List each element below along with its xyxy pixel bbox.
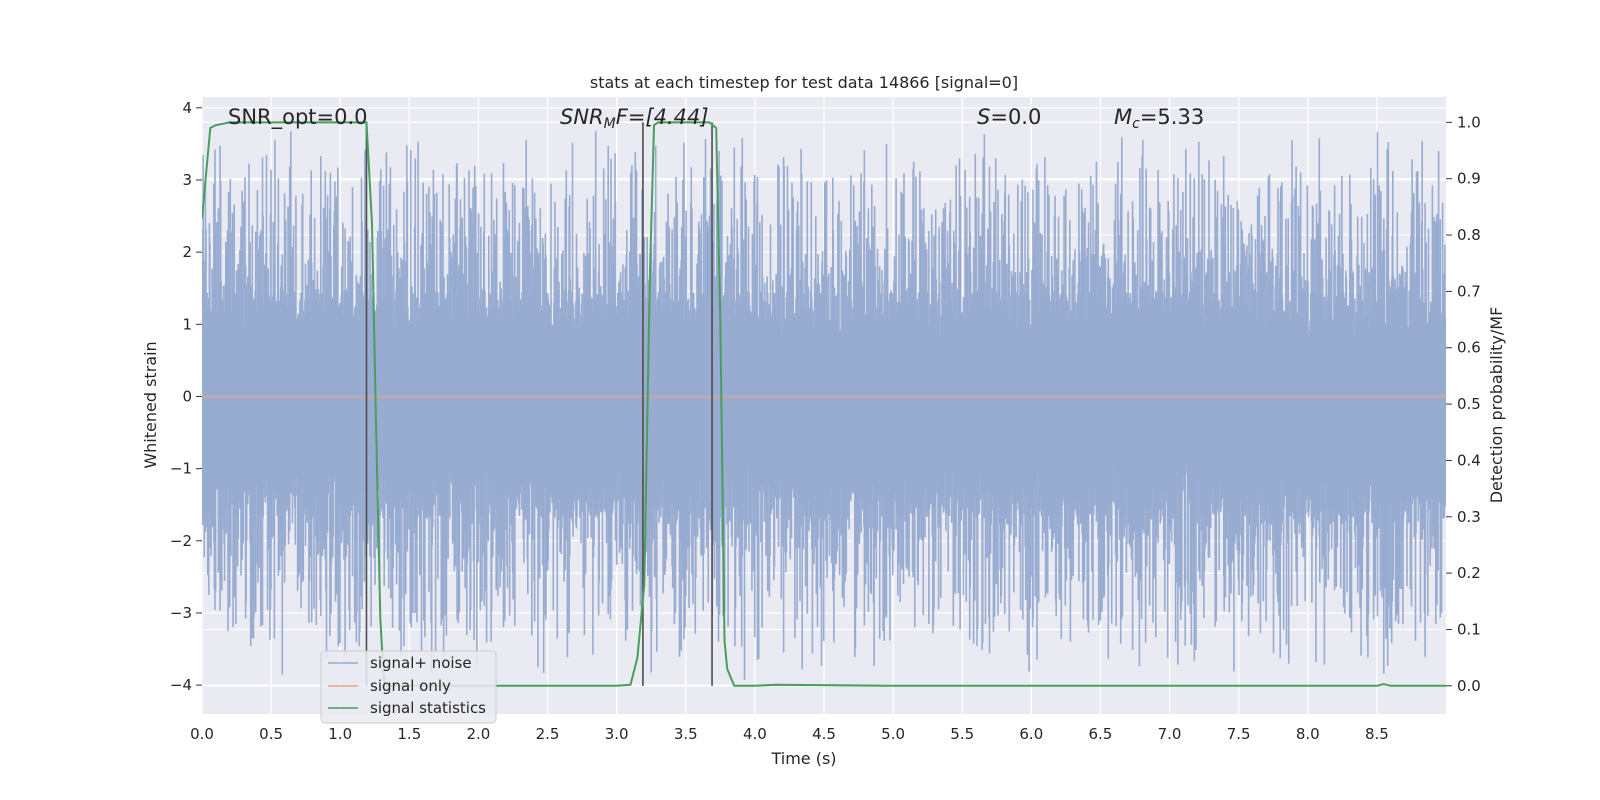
y2-tick-label: 0.4: [1457, 451, 1481, 469]
annotation-s-tail: =0.0: [990, 105, 1041, 129]
y-tick-label: −3: [170, 604, 192, 622]
y-tick-label: −4: [170, 676, 192, 694]
y2-tick-label: 0.9: [1457, 170, 1481, 188]
y-tick-label: 4: [182, 99, 192, 117]
y-tick-label: 1: [182, 315, 192, 333]
y-axis-ticks: −4 −3 −2 −1 0 1 2 3 4: [170, 99, 202, 694]
annotation-snr-mf-sub: M: [604, 116, 616, 132]
x-tick-label: 8.5: [1365, 725, 1389, 743]
y-tick-label: −1: [170, 460, 192, 478]
legend-label-signal-noise: signal+ noise: [370, 654, 472, 672]
x-tick-label: 4.5: [812, 725, 836, 743]
legend-label-signal-statistics: signal statistics: [370, 699, 486, 717]
annotation-mc: Mc=5.33: [1114, 105, 1204, 132]
y-tick-label: 3: [182, 171, 192, 189]
series-signal-statistics: [202, 121, 1446, 687]
annotation-snr-mf-main: SNR: [560, 105, 604, 129]
y-tick-label: 2: [182, 243, 192, 261]
annotation-mc-main: M: [1114, 105, 1132, 129]
y2-axis-ticks: 0.0 0.1 0.2 0.3 0.4 0.5 0.6 0.7 0.8 0.9 1.0: [1446, 113, 1481, 695]
signal-statistics-line: [202, 121, 1446, 687]
plot-content: [202, 121, 1446, 687]
annotation-snr-mf-tail: F=[4.44]: [616, 105, 709, 129]
legend-box: [320, 650, 497, 724]
x-tick-label: 6.5: [1089, 725, 1113, 743]
x-tick-label: 0.5: [259, 725, 283, 743]
legend: signal+ noise signal only signal statist…: [320, 650, 497, 724]
x-tick-label: 3.5: [674, 725, 698, 743]
x-tick-label: 5.0: [881, 725, 905, 743]
y2-tick-label: 0.1: [1457, 620, 1481, 638]
annotation-snr-mf: SNRMF=[4.44]: [560, 105, 709, 132]
annotation-s: S=0.0: [977, 105, 1041, 129]
x-tick-label: 3.0: [605, 725, 629, 743]
legend-label-signal-only: signal only: [370, 677, 451, 695]
x-tick-label: 2.5: [536, 725, 560, 743]
y2-tick-label: 0.3: [1457, 508, 1481, 526]
y2-tick-label: 0.5: [1457, 395, 1481, 413]
y2-tick-label: 0.0: [1457, 677, 1481, 695]
y2-tick-label: 0.2: [1457, 564, 1481, 582]
y-tick-label: 0: [182, 387, 192, 405]
annotations: SNR_opt=0.0 SNRMF=[4.44] S=0.0 Mc=5.33: [228, 105, 1204, 132]
chart-title: stats at each timestep for test data 148…: [590, 73, 1018, 92]
x-axis-label: Time (s): [770, 749, 836, 768]
y2-tick-label: 0.6: [1457, 339, 1481, 357]
x-tick-label: 7.0: [1158, 725, 1182, 743]
x-tick-label: 7.5: [1227, 725, 1251, 743]
x-tick-label: 8.0: [1296, 725, 1320, 743]
x-tick-label: 1.0: [328, 725, 352, 743]
y2-tick-label: 0.8: [1457, 226, 1481, 244]
y-tick-label: −2: [170, 532, 192, 550]
x-tick-label: 4.0: [743, 725, 767, 743]
annotation-mc-tail: =5.33: [1140, 105, 1204, 129]
y2-axis-label: Detection probability/MF: [1487, 307, 1506, 504]
x-tick-label: 2.0: [467, 725, 491, 743]
x-tick-label: 6.0: [1019, 725, 1043, 743]
annotation-mc-sub: c: [1132, 116, 1140, 132]
x-tick-label: 1.5: [397, 725, 421, 743]
y2-tick-label: 0.7: [1457, 282, 1481, 300]
x-axis-ticks: 0.0 0.5 1.0 1.5 2.0 2.5 3.0 3.5 4.0 4.5 5.0 5.5 6.0 6…: [190, 725, 1389, 743]
x-tick-label: 5.5: [950, 725, 974, 743]
y-axis-label: Whitened strain: [141, 341, 160, 468]
annotation-s-italic: S: [977, 105, 990, 129]
x-tick-label: 0.0: [190, 725, 214, 743]
annotation-snr-opt: SNR_opt=0.0: [228, 105, 368, 130]
y2-tick-label: 1.0: [1457, 113, 1481, 131]
